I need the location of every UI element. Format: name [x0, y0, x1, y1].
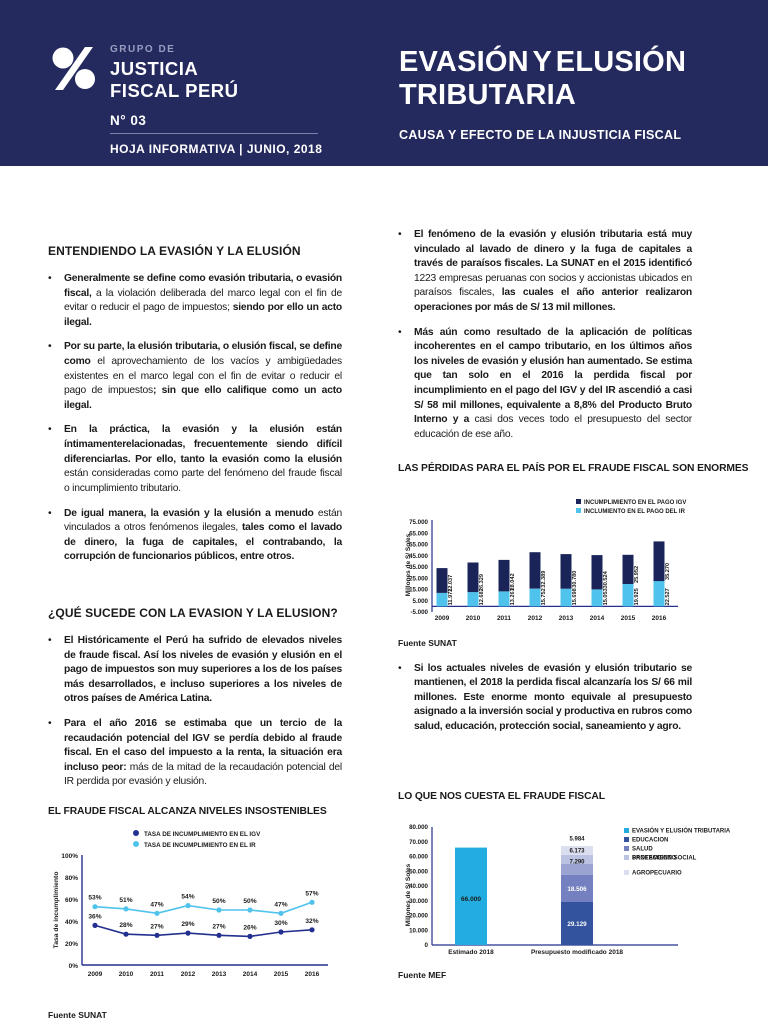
svg-text:15.053: 15.053 — [603, 588, 609, 605]
svg-text:15.698: 15.698 — [572, 588, 578, 605]
svg-text:2009: 2009 — [435, 615, 450, 622]
svg-text:INCUMPLIMIENTO EN EL PAGO IGV: INCUMPLIMIENTO EN EL PAGO IGV — [584, 499, 686, 505]
svg-text:19.925: 19.925 — [634, 588, 640, 605]
svg-text:2015: 2015 — [621, 615, 636, 622]
svg-text:EDUCACION: EDUCACION — [632, 837, 668, 843]
svg-text:2012: 2012 — [528, 615, 543, 622]
svg-text:2010: 2010 — [466, 615, 481, 622]
svg-text:EVASIÓN Y ELUSIÓN TRIBUTARIA: EVASIÓN Y ELUSIÓN TRIBUTARIA — [632, 826, 731, 834]
svg-text:80%: 80% — [65, 875, 78, 882]
svg-text:51%: 51% — [119, 897, 132, 904]
svg-text:27%: 27% — [150, 923, 163, 930]
svg-text:53%: 53% — [88, 895, 101, 902]
svg-text:INCLUMIENTO EN EL PAGO DEL IR: INCLUMIENTO EN EL PAGO DEL IR — [584, 508, 686, 514]
svg-text:-5.000: -5.000 — [410, 609, 428, 616]
svg-text:6.173: 6.173 — [569, 848, 585, 854]
svg-text:5.984: 5.984 — [569, 836, 585, 842]
svg-text:47%: 47% — [274, 901, 287, 908]
svg-text:35.270: 35.270 — [665, 562, 671, 579]
svg-text:80.000: 80.000 — [409, 824, 428, 831]
svg-text:70.000: 70.000 — [409, 838, 428, 845]
svg-text:30.780: 30.780 — [572, 570, 578, 587]
svg-text:Presupuesto modificado 2018: Presupuesto modificado 2018 — [531, 949, 623, 956]
svg-text:29.129: 29.129 — [567, 921, 587, 928]
svg-text:20%: 20% — [65, 941, 78, 948]
svg-text:26.329: 26.329 — [479, 574, 485, 591]
svg-text:2009: 2009 — [88, 971, 103, 978]
svg-text:SALUD: SALUD — [632, 846, 653, 852]
svg-text:2014: 2014 — [243, 971, 258, 978]
svg-text:100%: 100% — [61, 853, 78, 860]
svg-text:28.042: 28.042 — [510, 573, 516, 590]
svg-text:36%: 36% — [88, 913, 101, 920]
svg-text:2010: 2010 — [119, 971, 134, 978]
svg-text:2014: 2014 — [590, 615, 605, 622]
svg-text:22.037: 22.037 — [448, 574, 454, 591]
svg-text:Millones de S/ Soles: Millones de S/ Soles — [405, 863, 412, 926]
svg-text:54%: 54% — [181, 894, 194, 901]
svg-text:Millones de S/ Soles: Millones de S/ Soles — [405, 533, 412, 596]
svg-text:10.000: 10.000 — [409, 927, 428, 934]
svg-text:66.000: 66.000 — [461, 896, 481, 903]
svg-text:2011: 2011 — [150, 971, 164, 978]
svg-text:32.389: 32.389 — [541, 570, 547, 587]
svg-text:5.000: 5.000 — [413, 598, 429, 605]
svg-text:57%: 57% — [305, 890, 318, 897]
svg-text:2016: 2016 — [305, 971, 320, 978]
svg-text:7.290: 7.290 — [569, 859, 585, 865]
svg-text:50%: 50% — [212, 898, 225, 905]
svg-text:60%: 60% — [65, 897, 78, 904]
svg-text:AGROPECUARIO: AGROPECUARIO — [632, 870, 682, 876]
svg-text:25.952: 25.952 — [634, 565, 640, 582]
svg-text:TASA DE INCUMPLIMIENTO EN EL I: TASA DE INCUMPLIMIENTO EN EL IGV — [144, 831, 261, 838]
svg-text:29%: 29% — [181, 921, 194, 928]
svg-text:28%: 28% — [119, 922, 132, 929]
svg-text:PROTECCION SOCIAL: PROTECCION SOCIAL — [632, 855, 697, 861]
svg-text:2013: 2013 — [559, 615, 574, 622]
svg-text:2015: 2015 — [274, 971, 289, 978]
svg-text:60.000: 60.000 — [409, 853, 428, 860]
svg-text:Tasa de incumplimiento: Tasa de incumplimiento — [53, 872, 60, 949]
svg-text:0: 0 — [425, 942, 429, 949]
svg-text:40%: 40% — [65, 919, 78, 926]
svg-text:47%: 47% — [150, 901, 163, 908]
svg-text:22.527: 22.527 — [665, 588, 671, 605]
svg-text:30.524: 30.524 — [603, 570, 609, 588]
svg-text:30%: 30% — [274, 920, 287, 927]
svg-text:32%: 32% — [305, 918, 318, 925]
svg-text:75.000: 75.000 — [409, 519, 428, 526]
svg-text:Estimado 2018: Estimado 2018 — [448, 949, 494, 956]
svg-text:2013: 2013 — [212, 971, 227, 978]
svg-text:27%: 27% — [212, 923, 225, 930]
svg-text:18.506: 18.506 — [567, 886, 587, 893]
svg-text:2012: 2012 — [181, 971, 196, 978]
svg-text:15.752: 15.752 — [541, 588, 547, 605]
svg-text:2011: 2011 — [497, 615, 511, 622]
svg-text:2016: 2016 — [652, 615, 667, 622]
svg-text:26%: 26% — [243, 924, 256, 931]
svg-text:0%: 0% — [69, 963, 79, 970]
svg-text:TASA DE INCUMPLIMIENTO EN EL I: TASA DE INCUMPLIMIENTO EN EL IR — [144, 842, 256, 849]
svg-text:50%: 50% — [243, 898, 256, 905]
